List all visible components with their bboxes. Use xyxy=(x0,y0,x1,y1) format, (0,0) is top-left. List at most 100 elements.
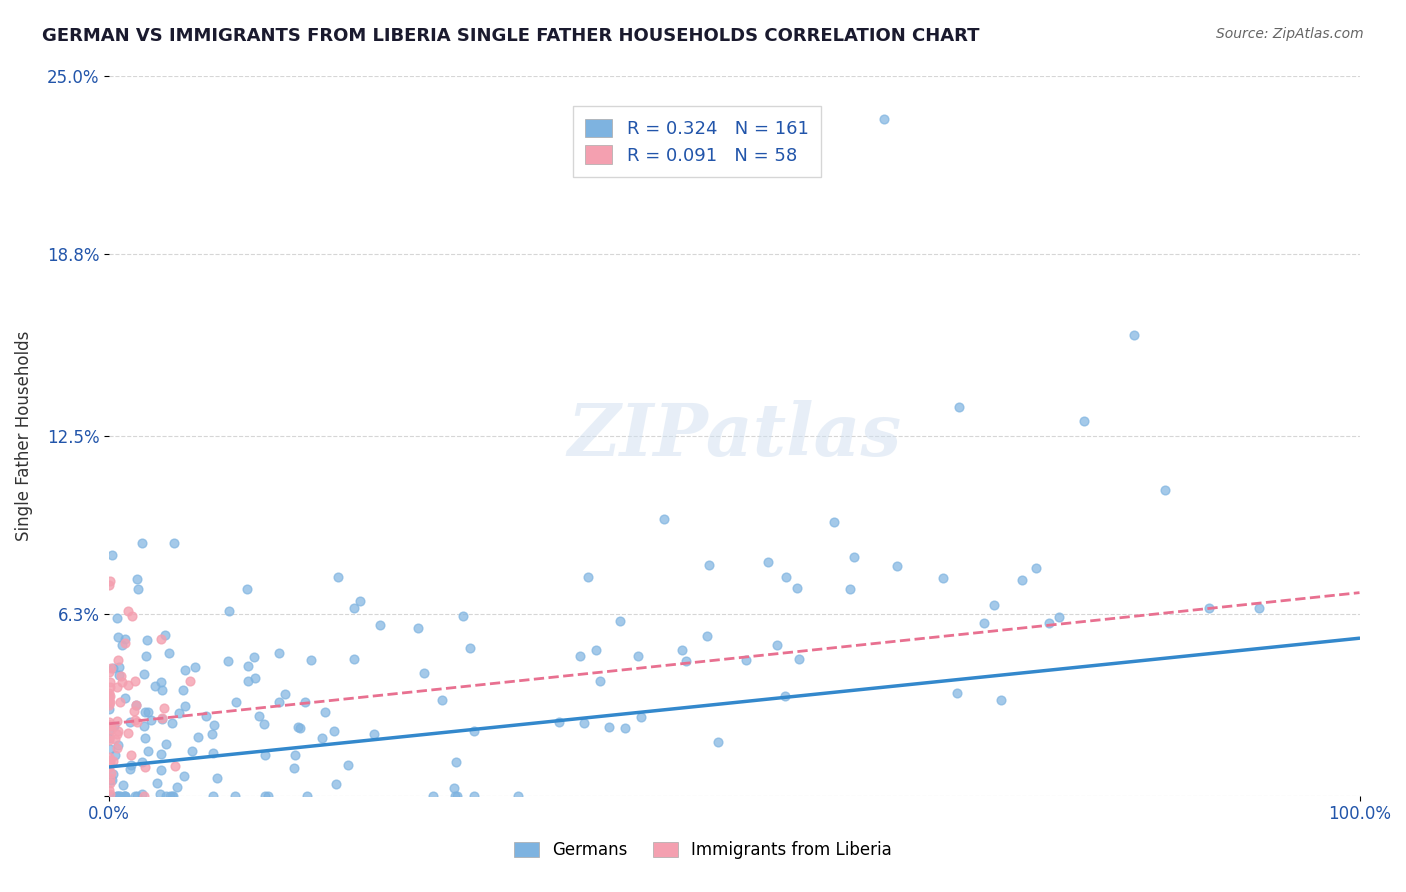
Point xyxy=(569,648,592,663)
Point xyxy=(548,714,571,729)
Point xyxy=(100,718,122,732)
Point xyxy=(98,675,121,690)
Point xyxy=(787,652,810,666)
Point xyxy=(98,680,121,694)
Point xyxy=(98,689,121,703)
Point xyxy=(247,709,270,723)
Point xyxy=(311,731,333,746)
Point xyxy=(886,558,908,573)
Point xyxy=(98,695,121,709)
Point xyxy=(118,762,141,776)
Point xyxy=(337,758,360,772)
Point xyxy=(368,618,391,632)
Point xyxy=(108,668,131,682)
Point xyxy=(134,731,156,745)
Legend: Germans, Immigrants from Liberia: Germans, Immigrants from Liberia xyxy=(508,835,898,866)
Point xyxy=(107,724,129,739)
Point xyxy=(463,723,485,738)
Point xyxy=(163,536,186,550)
Point xyxy=(458,641,481,656)
Point xyxy=(111,638,134,652)
Point xyxy=(766,638,789,652)
Point xyxy=(446,789,468,803)
Point xyxy=(125,698,148,712)
Text: Source: ZipAtlas.com: Source: ZipAtlas.com xyxy=(1216,27,1364,41)
Point xyxy=(98,698,121,712)
Point xyxy=(589,674,612,689)
Point xyxy=(98,749,121,764)
Point xyxy=(252,717,274,731)
Point xyxy=(184,660,207,674)
Point xyxy=(444,756,467,770)
Point xyxy=(143,679,166,693)
Point xyxy=(257,789,280,803)
Point xyxy=(138,705,160,719)
Point xyxy=(179,673,201,688)
Point xyxy=(110,669,132,683)
Point xyxy=(167,706,190,720)
Point xyxy=(98,760,121,774)
Point xyxy=(98,695,121,709)
Point xyxy=(107,630,129,644)
Point xyxy=(1123,327,1146,342)
Point xyxy=(412,665,434,680)
Point xyxy=(98,724,121,739)
Point xyxy=(201,726,224,740)
Point xyxy=(104,732,127,747)
Point xyxy=(585,642,607,657)
Point xyxy=(1073,414,1095,428)
Point xyxy=(103,661,125,675)
Point xyxy=(932,571,955,585)
Point xyxy=(267,695,290,709)
Point xyxy=(149,763,172,777)
Point xyxy=(349,594,371,608)
Point xyxy=(98,690,121,705)
Point xyxy=(773,689,796,703)
Point xyxy=(117,726,139,740)
Point xyxy=(155,628,177,642)
Point xyxy=(114,789,136,803)
Point xyxy=(1011,573,1033,587)
Point xyxy=(98,755,121,769)
Point xyxy=(1025,560,1047,574)
Point xyxy=(363,726,385,740)
Point xyxy=(269,646,291,660)
Point xyxy=(253,747,276,762)
Point xyxy=(98,782,121,797)
Point xyxy=(224,789,246,803)
Point xyxy=(114,691,136,706)
Point xyxy=(108,695,131,709)
Point xyxy=(225,695,247,709)
Point xyxy=(114,636,136,650)
Point xyxy=(236,658,259,673)
Point xyxy=(1249,601,1271,615)
Point xyxy=(274,687,297,701)
Point xyxy=(134,705,156,719)
Point xyxy=(149,632,172,646)
Point xyxy=(614,722,637,736)
Point xyxy=(105,680,128,694)
Point xyxy=(132,667,155,681)
Point xyxy=(103,719,125,733)
Point xyxy=(1154,483,1177,498)
Point xyxy=(314,706,336,720)
Point xyxy=(609,614,631,628)
Point xyxy=(443,781,465,796)
Point xyxy=(576,570,599,584)
Point xyxy=(297,789,319,803)
Point xyxy=(127,789,149,803)
Point xyxy=(572,715,595,730)
Point xyxy=(105,789,128,803)
Point xyxy=(111,674,134,689)
Point xyxy=(139,713,162,727)
Point xyxy=(134,760,156,774)
Point xyxy=(108,659,131,673)
Point xyxy=(125,714,148,729)
Point xyxy=(108,789,131,803)
Point xyxy=(107,727,129,741)
Point xyxy=(598,721,620,735)
Point xyxy=(699,558,721,573)
Point xyxy=(627,648,650,663)
Point xyxy=(149,787,172,801)
Point xyxy=(98,757,121,772)
